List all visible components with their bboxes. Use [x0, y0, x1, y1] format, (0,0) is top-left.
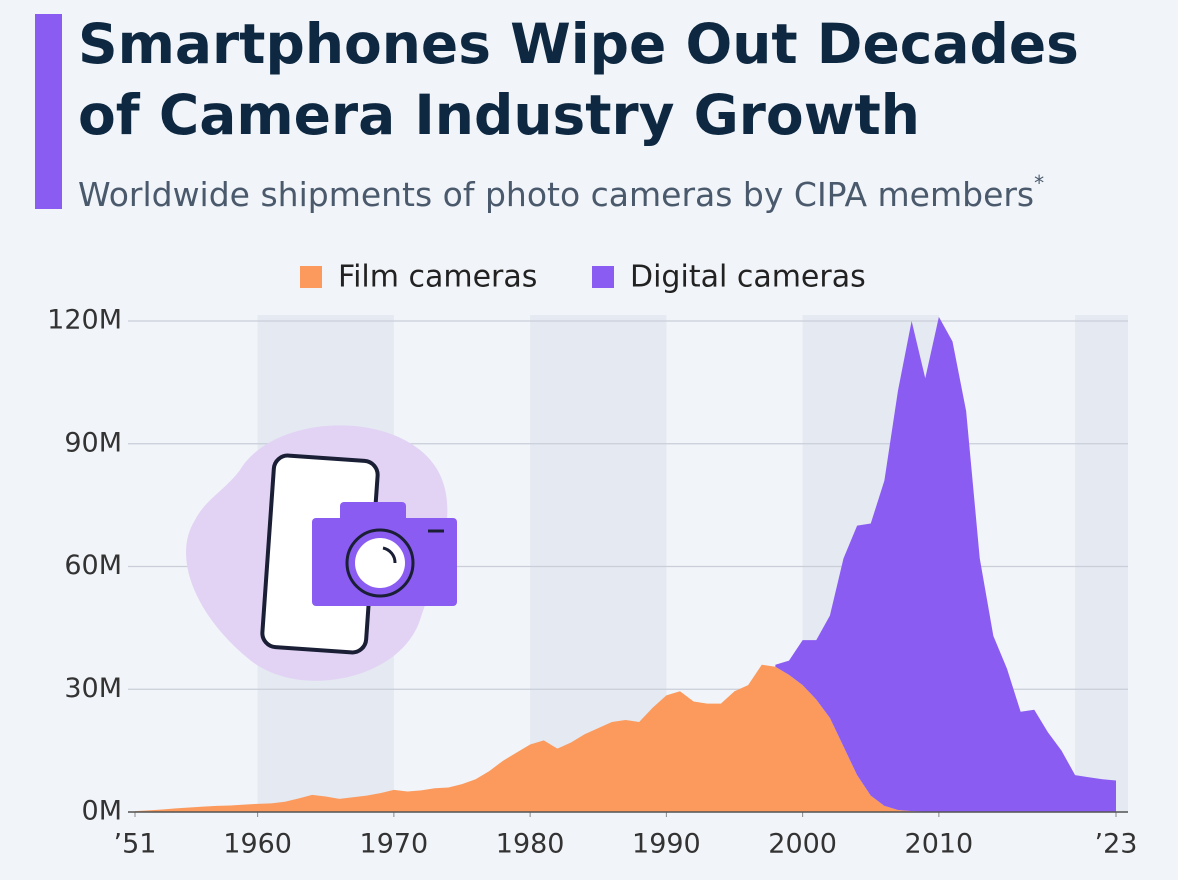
legend-label: Film cameras: [338, 260, 537, 295]
y-tick-label: 30M: [64, 673, 122, 704]
lens-ring: [345, 528, 415, 598]
lens: [355, 538, 405, 588]
x-tick-label: 2000: [768, 829, 837, 860]
legend-swatch: [592, 266, 614, 288]
x-tick-label: 1990: [632, 829, 701, 860]
y-tick-label: 90M: [64, 427, 122, 458]
y-tick-label: 60M: [64, 550, 122, 581]
accent-bar: [35, 14, 62, 209]
y-tick-label: 120M: [47, 305, 122, 336]
subtitle-text: Worldwide shipments of photo cameras by …: [78, 175, 1034, 214]
illustration: [186, 425, 457, 681]
x-tick-label: 1980: [496, 829, 565, 860]
band: [1075, 315, 1128, 812]
x-tick-label: 2010: [905, 829, 974, 860]
x-tick-label: ’23: [1095, 829, 1138, 860]
chart-title: of Camera Industry Growth: [78, 83, 920, 147]
x-tick-label: ’51: [114, 829, 157, 860]
area: [775, 316, 1116, 812]
area: [135, 664, 1116, 812]
x-tick-label: 1970: [360, 829, 429, 860]
chart-title: Smartphones Wipe Out Decades: [78, 12, 1079, 76]
subtitle-mark: *: [1034, 171, 1044, 195]
legend-swatch: [300, 266, 322, 288]
lens-glint: [382, 546, 397, 564]
x-tick-label: 1960: [223, 829, 292, 860]
plot: 0M 30M 60M 90M 120M ’51 1960 1970 1980 1990 2000 20…: [47, 305, 1137, 860]
y-tick-label: 0M: [82, 796, 122, 827]
legend-label: Digital cameras: [630, 260, 866, 295]
chart-subtitle: Worldwide shipments of photo cameras by …: [78, 171, 1044, 214]
